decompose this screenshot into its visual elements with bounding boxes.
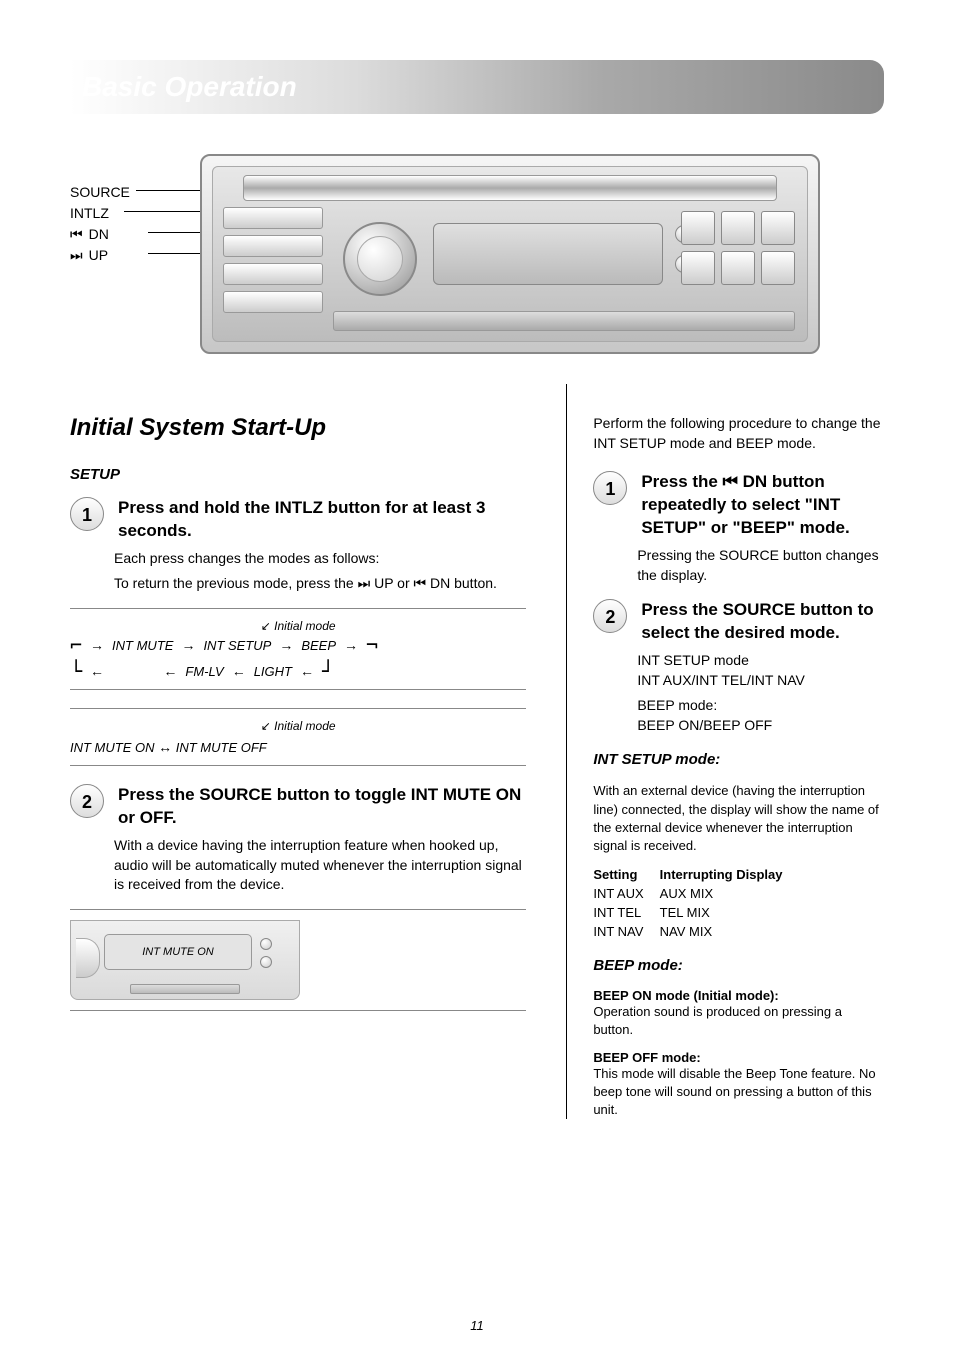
step-2-body: With a device having the interruption fe… xyxy=(114,836,526,895)
callout-dn: DN xyxy=(89,224,109,245)
int-setup-body: With an external device (having the inte… xyxy=(593,782,884,855)
prev-icon: ⏮ xyxy=(414,575,427,591)
arrow-right-icon: → xyxy=(90,637,104,653)
step-1: 1 Press and hold the INTLZ button for at… xyxy=(70,497,526,543)
page-number: 11 xyxy=(0,1318,954,1333)
lr-arrow-icon: ↔ xyxy=(158,739,172,755)
step-right-1-head: Press the ⏮ DN button repeatedly to sele… xyxy=(641,471,884,540)
cycle-item: INT SETUP xyxy=(203,638,271,653)
prev-icon: ⏮ xyxy=(70,224,83,245)
callout-source: SOURCE xyxy=(70,182,130,203)
step-1-head: Press and hold the INTLZ button for at l… xyxy=(118,497,526,543)
int-mute-toggle: ↙ Initial mode INT MUTE ON ↔ INT MUTE OF… xyxy=(70,708,526,766)
initial-mode-label: Initial mode xyxy=(274,619,335,633)
setup-heading: Initial System Start-Up xyxy=(70,414,526,442)
step-right-2-head: Press the SOURCE button to select the de… xyxy=(641,599,884,645)
step-right-2: 2 Press the SOURCE button to select the … xyxy=(593,599,884,645)
table-head: Interrupting Display xyxy=(660,865,783,884)
mini-lcd-text: INT MUTE ON xyxy=(104,934,252,970)
arrow-right-icon: → xyxy=(181,637,195,653)
prev-icon: ⏮ xyxy=(723,472,738,491)
arrow-right-icon: → xyxy=(279,637,293,653)
step-number: 2 xyxy=(593,599,627,633)
step-2: 2 Press the SOURCE button to toggle INT … xyxy=(70,784,526,830)
right-column: Perform the following procedure to chang… xyxy=(566,384,884,1119)
cd-slot xyxy=(243,175,777,201)
mini-lcd-box: INT MUTE ON xyxy=(70,909,526,1011)
setting-table: Setting Interrupting Display INT AUX AUX… xyxy=(593,865,782,941)
table-head: Setting xyxy=(593,865,659,884)
setup-subheading: SETUP xyxy=(70,466,526,483)
car-stereo-illustration xyxy=(200,154,820,354)
next-icon: ⏭ xyxy=(358,575,371,591)
cycle-item: BEEP xyxy=(301,638,336,653)
lcd-display xyxy=(433,223,663,285)
down-left-arrow-icon: ↙ xyxy=(261,719,271,733)
right-intro: Perform the following procedure to chang… xyxy=(593,414,884,453)
step-number: 1 xyxy=(70,497,104,531)
hint-left: To return the previous mode, press the xyxy=(114,575,354,591)
arrow-left-icon: ← xyxy=(300,663,314,679)
int-setup-heading: INT SETUP mode: xyxy=(593,751,884,768)
left-column: Initial System Start-Up SETUP 1 Press an… xyxy=(70,384,526,1119)
beep-off-label: BEEP OFF mode: xyxy=(593,1050,884,1065)
callout-intlz: INTLZ xyxy=(70,203,109,224)
page-title: Basic Operation xyxy=(82,71,297,103)
left-button-stack xyxy=(223,207,323,319)
arrow-left-icon: ← xyxy=(232,663,246,679)
header-bar: Basic Operation xyxy=(70,60,884,114)
cycle-item: INT MUTE xyxy=(112,638,173,653)
volume-knob xyxy=(343,222,417,296)
table-row: INT TEL TEL MIX xyxy=(593,903,782,922)
mute-off: INT MUTE OFF xyxy=(176,740,267,755)
arrow-right-icon: → xyxy=(344,637,358,653)
step-right-1: 1 Press the ⏮ DN button repeatedly to se… xyxy=(593,471,884,540)
step-number: 1 xyxy=(593,471,627,505)
cycle-item: FM-LV xyxy=(185,664,223,679)
mode-cycle: ↙ Initial mode ⌐ → INT MUTE → INT SETUP … xyxy=(70,608,526,690)
table-row: INT NAV NAV MIX xyxy=(593,922,782,941)
beep-on-label: BEEP ON mode (Initial mode): xyxy=(593,988,884,1003)
next-icon: ⏭ xyxy=(70,245,83,266)
bottom-strip xyxy=(333,311,795,331)
preset-buttons xyxy=(681,211,795,285)
arrow-left-icon: ← xyxy=(90,663,104,679)
down-left-arrow-icon: ↙ xyxy=(261,619,271,633)
beep-heading: BEEP mode: xyxy=(593,957,884,974)
mini-stereo-illustration: INT MUTE ON xyxy=(70,920,300,1000)
beep-off-body: This mode will disable the Beep Tone fea… xyxy=(593,1065,884,1120)
cycle-item: LIGHT xyxy=(254,664,292,679)
beep-on-body: Operation sound is produced on pressing … xyxy=(593,1003,884,1039)
table-row: INT AUX AUX MIX xyxy=(593,884,782,903)
callout-up: UP xyxy=(89,245,108,266)
hint-right: DN button. xyxy=(430,575,497,591)
mute-on: INT MUTE ON xyxy=(70,740,155,755)
step-1-body: Each press changes the modes as follows:… xyxy=(114,549,526,594)
product-illustration: SOURCE INTLZ ⏮ DN ⏭ UP xyxy=(70,154,884,384)
arrow-left-icon: ← xyxy=(163,663,177,679)
step-1-line: Each press changes the modes as follows: xyxy=(114,549,526,569)
callout-labels: SOURCE INTLZ ⏮ DN ⏭ UP xyxy=(70,182,130,266)
step-right-1-body: Pressing the SOURCE button changes the d… xyxy=(637,546,884,585)
step-2-head: Press the SOURCE button to toggle INT MU… xyxy=(118,784,526,830)
step-number: 2 xyxy=(70,784,104,818)
step-right-2-body: INT SETUP mode INT AUX/INT TEL/INT NAV B… xyxy=(637,651,884,735)
initial-mode-label: Initial mode xyxy=(274,719,335,733)
